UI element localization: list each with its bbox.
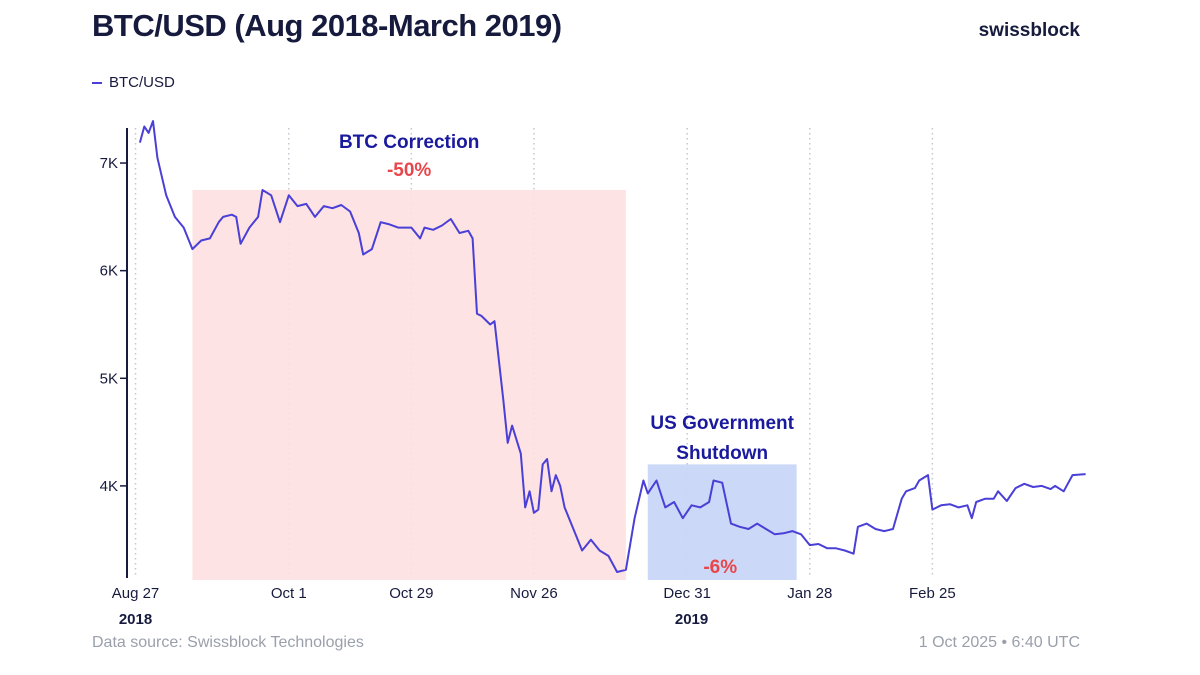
brand-logo: swissblock bbox=[978, 20, 1080, 41]
x-tick-label: Oct 29 bbox=[389, 585, 433, 602]
x-tick-label: Oct 1 bbox=[271, 585, 307, 602]
y-tick-label: 4K bbox=[100, 478, 118, 495]
timestamp: 1 Oct 2025 • 6:40 UTC bbox=[918, 634, 1080, 651]
year-label: 2018 bbox=[119, 611, 152, 628]
correction-value: -50% bbox=[387, 160, 431, 181]
x-tick-label: Nov 26 bbox=[510, 585, 558, 602]
x-tick-label: Aug 27 bbox=[112, 585, 160, 602]
correction-title: BTC Correction bbox=[339, 132, 479, 153]
correction-region bbox=[192, 189, 626, 580]
x-axis: Aug 27 Oct 1 Oct 29 Nov 26 Dec 31 Jan 28 Feb 2… bbox=[112, 585, 956, 628]
shutdown-title-line-2: Shutdown bbox=[676, 443, 768, 464]
annotation-labels: BTC Correction -50% US Government Shutdown -… bbox=[339, 132, 795, 578]
chart-title: BTC/USD (Aug 2018-March 2019) bbox=[92, 8, 562, 43]
shutdown-value: -6% bbox=[703, 557, 737, 578]
shutdown-title-line-1: US Government bbox=[650, 413, 794, 434]
data-source: Data source: Swissblock Technologies bbox=[92, 634, 364, 651]
x-tick-label: Jan 28 bbox=[787, 585, 832, 602]
y-tick-label: 7K bbox=[100, 155, 118, 172]
year-label: 2019 bbox=[675, 611, 708, 628]
annotation-regions bbox=[192, 189, 797, 580]
series-group bbox=[138, 120, 1086, 573]
legend-label: BTC/USD bbox=[109, 74, 175, 91]
y-tick-label: 5K bbox=[100, 370, 118, 387]
y-tick-label: 6K bbox=[100, 263, 118, 280]
x-tick-label: Dec 31 bbox=[663, 585, 711, 602]
legend-swatch bbox=[92, 81, 102, 84]
x-tick-label: Feb 25 bbox=[909, 585, 956, 602]
legend: BTC/USD bbox=[92, 74, 175, 91]
y-axis: 4K 5K 6K 7K bbox=[100, 128, 128, 578]
series-line-btc-usd bbox=[138, 120, 1086, 573]
